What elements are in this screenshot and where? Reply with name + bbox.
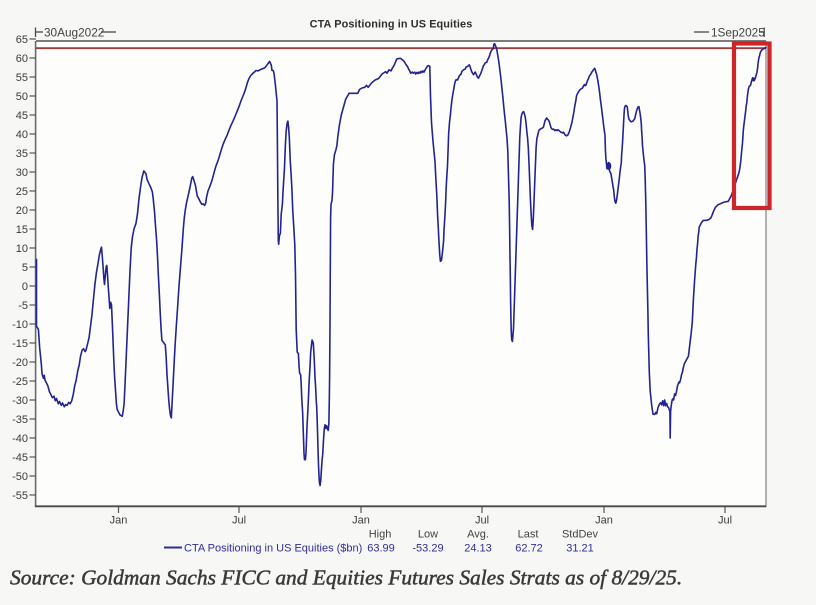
svg-text:31.21: 31.21 bbox=[566, 543, 594, 555]
svg-text:24.13: 24.13 bbox=[464, 543, 492, 555]
svg-text:Source: Goldman Sachs FICC and: Source: Goldman Sachs FICC and Equities … bbox=[10, 566, 682, 590]
svg-text:Avg.: Avg. bbox=[467, 529, 489, 541]
svg-text:CTA Positioning in US Equities: CTA Positioning in US Equities bbox=[310, 19, 473, 31]
svg-text:50: 50 bbox=[16, 91, 28, 103]
svg-text:-15: -15 bbox=[12, 338, 28, 350]
svg-text:10: 10 bbox=[16, 243, 28, 255]
svg-text:55: 55 bbox=[16, 72, 28, 84]
svg-text:0: 0 bbox=[22, 281, 28, 293]
svg-text:-45: -45 bbox=[12, 452, 28, 464]
svg-text:20: 20 bbox=[16, 205, 28, 217]
svg-text:Last: Last bbox=[518, 529, 539, 541]
svg-text:-10: -10 bbox=[12, 319, 28, 331]
svg-text:Jan: Jan bbox=[595, 515, 613, 527]
svg-text:30Aug2022: 30Aug2022 bbox=[44, 26, 104, 40]
svg-text:CTA Positioning in US Equities: CTA Positioning in US Equities ($bn) bbox=[184, 543, 362, 555]
svg-text:-35: -35 bbox=[12, 414, 28, 426]
svg-text:Jul: Jul bbox=[232, 515, 246, 527]
svg-text:Low: Low bbox=[418, 529, 438, 541]
svg-text:35: 35 bbox=[16, 148, 28, 160]
svg-text:Jul: Jul bbox=[718, 515, 732, 527]
svg-text:-25: -25 bbox=[12, 376, 28, 388]
svg-text:-5: -5 bbox=[18, 300, 28, 312]
svg-text:60: 60 bbox=[16, 53, 28, 65]
svg-text:-55: -55 bbox=[12, 490, 28, 502]
svg-text:-20: -20 bbox=[12, 357, 28, 369]
svg-text:Jul: Jul bbox=[475, 515, 489, 527]
svg-text:25: 25 bbox=[16, 186, 28, 198]
svg-text:5: 5 bbox=[22, 262, 28, 274]
svg-text:15: 15 bbox=[16, 224, 28, 236]
svg-text:40: 40 bbox=[16, 129, 28, 141]
svg-text:Jan: Jan bbox=[110, 515, 128, 527]
svg-text:-30: -30 bbox=[12, 395, 28, 407]
svg-text:63.99: 63.99 bbox=[367, 543, 395, 555]
svg-text:62.72: 62.72 bbox=[515, 543, 543, 555]
svg-text:65: 65 bbox=[16, 34, 28, 46]
svg-text:Jan: Jan bbox=[352, 515, 370, 527]
svg-text:High: High bbox=[369, 529, 392, 541]
svg-text:30: 30 bbox=[16, 167, 28, 179]
svg-text:1Sep2025: 1Sep2025 bbox=[711, 26, 765, 40]
svg-text:-53.29: -53.29 bbox=[412, 543, 443, 555]
svg-text:-40: -40 bbox=[12, 433, 28, 445]
svg-text:StdDev: StdDev bbox=[562, 529, 599, 541]
svg-text:-50: -50 bbox=[12, 471, 28, 483]
svg-text:45: 45 bbox=[16, 110, 28, 122]
